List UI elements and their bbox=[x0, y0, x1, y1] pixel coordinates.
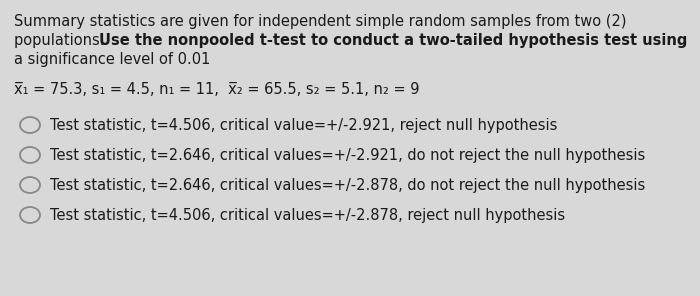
Text: x̅₁ = 75.3, s₁ = 4.5, n₁ = 11,  x̅₂ = 65.5, s₂ = 5.1, n₂ = 9: x̅₁ = 75.3, s₁ = 4.5, n₁ = 11, x̅₂ = 65.… bbox=[14, 82, 419, 97]
Text: Use the nonpooled t-test to conduct a two-tailed hypothesis test using: Use the nonpooled t-test to conduct a tw… bbox=[99, 33, 687, 48]
Text: populations.: populations. bbox=[14, 33, 109, 48]
Text: Summary statistics are given for independent simple random samples from two (2): Summary statistics are given for indepen… bbox=[14, 14, 626, 29]
Text: a significance level of 0.01: a significance level of 0.01 bbox=[14, 52, 211, 67]
Text: Test statistic, t=2.646, critical values=+/-2.921, do not reject the null hypoth: Test statistic, t=2.646, critical values… bbox=[50, 148, 645, 163]
Text: Test statistic, t=2.646, critical values=+/-2.878, do not reject the null hypoth: Test statistic, t=2.646, critical values… bbox=[50, 178, 645, 193]
Text: Test statistic, t=4.506, critical values=+/-2.878, reject null hypothesis: Test statistic, t=4.506, critical values… bbox=[50, 208, 565, 223]
Text: Test statistic, t=4.506, critical value=+/-2.921, reject null hypothesis: Test statistic, t=4.506, critical value=… bbox=[50, 118, 557, 133]
